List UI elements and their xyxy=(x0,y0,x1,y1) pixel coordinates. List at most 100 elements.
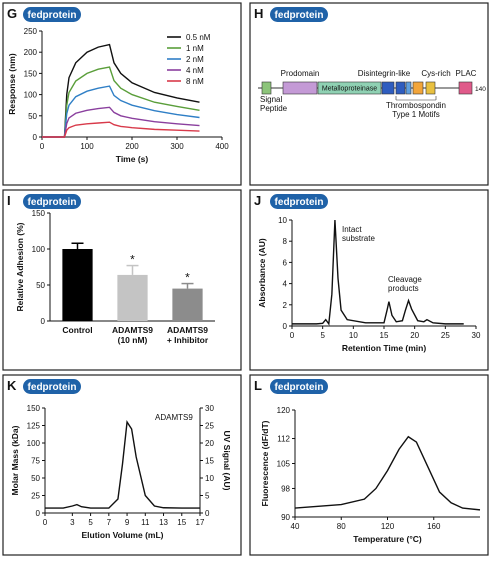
y-axis-title: Molar Mass (kDa) xyxy=(10,425,20,495)
bar xyxy=(117,274,148,321)
significance: * xyxy=(130,253,135,267)
data-line xyxy=(42,121,200,138)
x-tick-label: 11 xyxy=(141,518,150,527)
panel-letter: I xyxy=(7,193,11,208)
y-tick-label: 120 xyxy=(277,406,291,415)
y-tick-label: 8 xyxy=(283,237,288,246)
x-tick-label: 160 xyxy=(427,522,441,531)
panel-frame xyxy=(249,2,489,186)
annotation: Cleavage products xyxy=(388,275,422,293)
bar xyxy=(62,249,93,321)
y-tick-label: 25 xyxy=(31,492,40,501)
badge xyxy=(23,7,81,22)
x-tick-label: ADAMTS9 + Inhibitor xyxy=(167,325,209,345)
x-tick-label: 5 xyxy=(88,518,93,527)
badge-text: fedprotein xyxy=(275,382,324,393)
y-tick-label: 10 xyxy=(278,216,287,225)
y-tick-label: 100 xyxy=(32,245,46,254)
x-tick-label: 10 xyxy=(349,331,358,340)
badge-text: fedprotein xyxy=(275,197,324,208)
x-axis-title: Time (s) xyxy=(116,154,149,164)
y2-tick-label: 10 xyxy=(205,474,214,483)
domain-cys-rich xyxy=(412,81,424,95)
data-line xyxy=(294,435,481,511)
y-tick-label: 6 xyxy=(283,258,288,267)
x-axis-title: Retention Time (min) xyxy=(342,343,427,353)
y-tick-label: 250 xyxy=(24,27,38,36)
badge xyxy=(270,194,328,209)
x-tick-label: 25 xyxy=(441,331,450,340)
y-tick-label: 75 xyxy=(31,457,40,466)
y2-tick-label: 0 xyxy=(205,509,210,518)
y-tick-label: 50 xyxy=(28,112,37,121)
panel-letter: H xyxy=(254,6,263,21)
legend-label: 0.5 nM xyxy=(186,33,211,42)
y-axis-title: Relative Adhesion (%) xyxy=(15,222,25,311)
domain-label: Cys-rich xyxy=(421,69,450,78)
x-tick-label: 0 xyxy=(290,331,295,340)
domain-label: Prodomain xyxy=(281,69,320,78)
legend-label: 2 nM xyxy=(186,55,204,64)
domain-prodomain xyxy=(282,81,318,95)
data-line xyxy=(45,419,200,509)
y-tick-label: 98 xyxy=(281,484,290,493)
y-tick-label: 200 xyxy=(24,48,38,57)
y-tick-label: 105 xyxy=(277,460,291,469)
x-tick-label: 9 xyxy=(125,518,130,527)
domain-tsp xyxy=(405,81,412,95)
x-tick-label: Control xyxy=(62,325,92,335)
badge-text: fedprotein xyxy=(28,197,77,208)
x-tick-label: 120 xyxy=(381,522,395,531)
y-tick-label: 150 xyxy=(24,69,38,78)
y2-axis-title: UV Signal (AU) xyxy=(222,431,232,491)
data-line xyxy=(42,85,200,138)
y-tick-label: 0 xyxy=(283,322,288,331)
y-tick-label: 112 xyxy=(277,435,290,444)
x-tick-label: 5 xyxy=(320,331,325,340)
badge xyxy=(23,194,81,209)
x-tick-label: 17 xyxy=(196,518,205,527)
badge xyxy=(270,7,328,22)
domain-signal xyxy=(261,81,272,95)
y-tick-label: 100 xyxy=(27,439,41,448)
data-line xyxy=(42,66,200,138)
x-tick-label: 13 xyxy=(159,518,168,527)
x-tick-label: 80 xyxy=(337,522,346,531)
y-tick-label: 125 xyxy=(27,422,41,431)
panel-letter: J xyxy=(254,193,261,208)
panel-letter: G xyxy=(7,6,17,21)
domain-label: Metalloproteinase xyxy=(322,86,377,93)
badge-text: fedprotein xyxy=(275,10,324,21)
x-tick-label: 7 xyxy=(107,518,112,527)
x-tick-label: 15 xyxy=(177,518,186,527)
x-axis-title: Elution Volume (mL) xyxy=(81,530,163,540)
y-axis-title: Absorbance (AU) xyxy=(257,238,267,308)
x-tick-label: 400 xyxy=(215,142,229,151)
y-tick-label: 50 xyxy=(36,281,45,290)
annotation: ADAMTS9 xyxy=(155,413,193,422)
y2-tick-label: 30 xyxy=(205,404,214,413)
data-line xyxy=(42,106,200,138)
panel-frame xyxy=(2,189,242,371)
x-tick-label: 20 xyxy=(410,331,419,340)
annotation: Intact substrate xyxy=(342,225,375,243)
y-tick-label: 150 xyxy=(32,209,46,218)
legend-label: 8 nM xyxy=(186,77,204,86)
x-tick-label: 100 xyxy=(80,142,94,151)
y2-tick-label: 20 xyxy=(205,439,214,448)
legend-label: 1 nM xyxy=(186,44,204,53)
domain-cys-rich xyxy=(425,81,436,95)
y2-tick-label: 5 xyxy=(205,492,210,501)
x-tick-label: 300 xyxy=(170,142,184,151)
domain-metalloproteinase xyxy=(317,81,382,95)
panel-letter: K xyxy=(7,378,17,393)
y-tick-label: 50 xyxy=(31,474,40,483)
x-tick-label: 0 xyxy=(40,142,45,151)
y-tick-label: 2 xyxy=(283,301,288,310)
panel-letter: L xyxy=(254,378,262,393)
badge-text: fedprotein xyxy=(28,382,77,393)
badge xyxy=(23,379,81,394)
domain-disintegrin xyxy=(381,81,395,95)
y-axis-title: Fluorescence (dF/dT) xyxy=(260,420,270,506)
